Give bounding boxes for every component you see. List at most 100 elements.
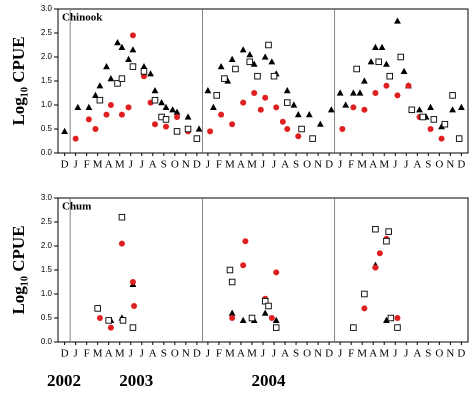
- circle-point: [240, 262, 247, 269]
- triangle-point: [349, 89, 357, 96]
- x-tick-label: S: [425, 348, 431, 360]
- square-point: [94, 305, 101, 312]
- circle-point: [129, 32, 136, 39]
- year-label: 2004: [252, 371, 287, 390]
- circle-point: [257, 106, 264, 113]
- x-tick-label: M: [247, 348, 257, 360]
- x-tick-label: M: [247, 159, 257, 171]
- triangle-point: [327, 106, 335, 113]
- x-tick-label: O: [303, 348, 311, 360]
- square-point: [272, 324, 280, 331]
- circle-point: [92, 126, 99, 132]
- triangle-point: [290, 101, 298, 108]
- x-tick-label: A: [105, 159, 113, 171]
- triangle-point: [210, 103, 217, 110]
- circle-point: [284, 126, 291, 132]
- circle-point: [273, 104, 280, 111]
- x-tick-label: J: [338, 348, 343, 360]
- x-tick-label: F: [84, 159, 90, 171]
- square-point: [129, 324, 137, 331]
- x-tick-label: M: [357, 159, 367, 171]
- y-tick-label: 3.0: [41, 4, 53, 13]
- x-tick-label: M: [93, 159, 103, 171]
- y-tick-label: 2.0: [41, 241, 53, 250]
- x-tick-label: O: [435, 348, 443, 360]
- x-tick-label: J: [140, 348, 145, 360]
- circle-point: [273, 269, 280, 276]
- x-tick-label: S: [161, 159, 167, 171]
- x-tick-label: A: [281, 159, 289, 171]
- circle-point: [405, 82, 412, 89]
- triangle-point: [147, 70, 154, 77]
- x-tick-label: A: [281, 348, 289, 360]
- triangle-point: [96, 82, 104, 89]
- x-tick-label: M: [357, 348, 367, 360]
- x-tick-label: D: [61, 348, 69, 360]
- triangle-point: [158, 99, 166, 106]
- circle-point: [372, 264, 379, 271]
- square-point: [265, 41, 272, 49]
- circle-point: [350, 104, 357, 111]
- square-point: [309, 135, 316, 142]
- circle-point: [229, 315, 236, 321]
- circle-point: [96, 315, 103, 321]
- triangle-point: [336, 89, 344, 96]
- circle-point: [118, 240, 125, 247]
- x-tick-label: D: [325, 348, 333, 360]
- x-tick-label: A: [413, 159, 421, 171]
- x-tick-label: D: [457, 159, 465, 171]
- year-label: 2003: [119, 371, 153, 390]
- x-tick-label: J: [272, 348, 277, 360]
- square-point: [261, 297, 269, 305]
- y-tick-label: 1.5: [41, 265, 53, 274]
- square-point: [353, 65, 360, 73]
- triangle-point: [239, 316, 247, 323]
- x-tick-label: J: [404, 348, 409, 360]
- circle-point: [103, 111, 110, 118]
- square-point: [232, 65, 239, 73]
- triangle-point: [394, 17, 401, 24]
- triangle-point: [261, 53, 269, 60]
- square-point: [298, 125, 305, 133]
- circle-point: [438, 135, 445, 142]
- triangle-point: [305, 111, 313, 118]
- triangle-point: [107, 75, 115, 82]
- triangle-point: [316, 120, 324, 127]
- triangle-point: [129, 46, 137, 53]
- triangle-point: [74, 103, 82, 110]
- square-point: [228, 278, 236, 286]
- triangle-point: [85, 103, 93, 110]
- x-tick-label: J: [73, 159, 78, 171]
- circle-point: [131, 303, 138, 309]
- x-tick-label: F: [216, 348, 222, 360]
- y-axis-label: Log₁₀ CPUE: [9, 225, 28, 314]
- square-point: [162, 116, 170, 123]
- triangle-point: [125, 55, 132, 62]
- triangle-point: [378, 43, 386, 50]
- square-point: [375, 58, 382, 66]
- triangle-point: [250, 60, 258, 67]
- circle-point: [427, 126, 434, 132]
- square-point: [372, 225, 379, 233]
- x-tick-label: J: [404, 159, 409, 171]
- triangle-point: [92, 91, 99, 98]
- x-tick-label: J: [393, 348, 398, 360]
- x-tick-label: M: [115, 159, 125, 171]
- circle-point: [242, 238, 249, 245]
- square-point: [118, 213, 126, 221]
- x-tick-label: J: [261, 348, 266, 360]
- triangle-point: [239, 46, 247, 53]
- triangle-point: [383, 60, 390, 67]
- x-tick-label: J: [393, 159, 398, 171]
- triangle-point: [195, 125, 203, 132]
- x-tick-label: N: [446, 348, 454, 360]
- x-tick-label: D: [61, 159, 69, 171]
- circle-point: [376, 250, 383, 257]
- square-point: [361, 290, 368, 298]
- x-tick-label: N: [182, 348, 190, 360]
- x-tick-label: J: [73, 348, 78, 360]
- circle-point: [339, 126, 346, 132]
- square-point: [455, 135, 463, 142]
- square-point: [394, 324, 401, 331]
